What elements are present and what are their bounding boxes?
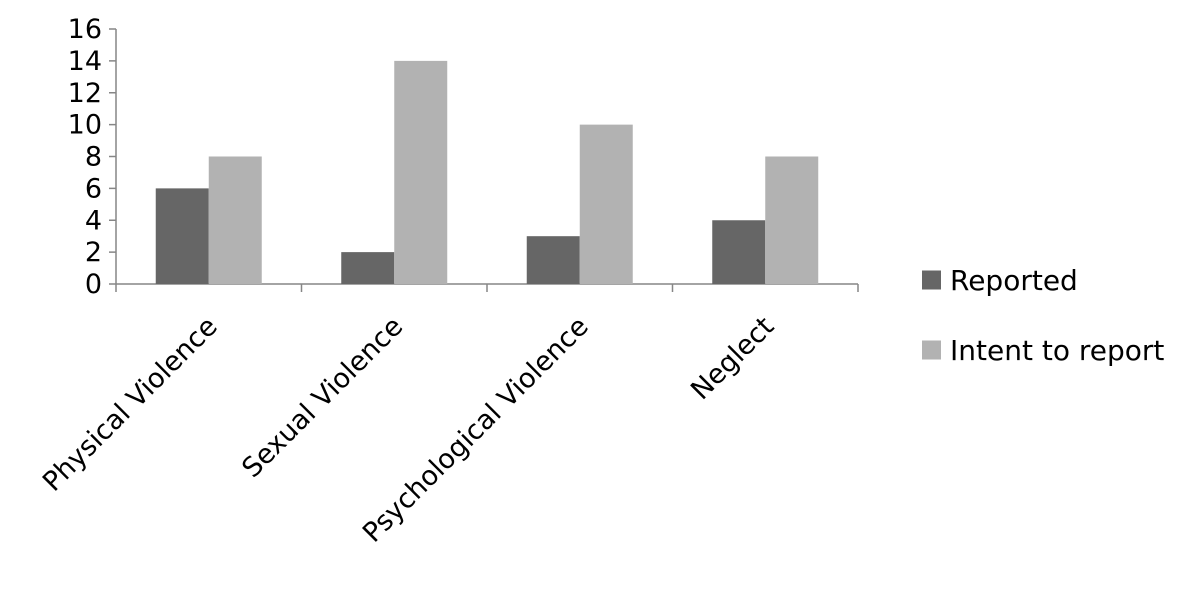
y-tick-label: 16 bbox=[68, 14, 102, 45]
bar-reported-1 bbox=[341, 252, 395, 284]
bar-intent-to-report-3 bbox=[765, 156, 819, 284]
y-tick-label: 6 bbox=[85, 173, 102, 204]
y-tick-label: 0 bbox=[85, 269, 102, 300]
y-tick-label: 2 bbox=[85, 237, 102, 268]
y-tick-label: 14 bbox=[68, 46, 102, 77]
y-tick-label: 10 bbox=[68, 110, 102, 141]
category-label: Physical Violence bbox=[37, 311, 224, 498]
x-axis bbox=[115, 283, 859, 292]
bar-reported-2 bbox=[526, 236, 580, 284]
legend: Reported Intent to report bbox=[922, 264, 1164, 367]
y-tick-label: 8 bbox=[85, 142, 102, 173]
bar-intent-to-report-2 bbox=[579, 124, 633, 284]
bar-intent-to-report-1 bbox=[394, 60, 448, 284]
y-tick-label: 12 bbox=[68, 78, 102, 109]
bar-intent-to-report-0 bbox=[208, 156, 262, 284]
legend-label-reported: Reported bbox=[950, 264, 1078, 297]
legend-label-intent-to-report: Intent to report bbox=[950, 334, 1164, 367]
bar-reported-0 bbox=[155, 188, 209, 284]
bars bbox=[155, 60, 819, 284]
y-tick-label: 4 bbox=[85, 205, 102, 236]
legend-swatch-reported bbox=[922, 270, 941, 290]
category-label: Neglect bbox=[685, 311, 780, 406]
bar-reported-3 bbox=[712, 220, 766, 284]
category-label: Sexual Violence bbox=[236, 311, 409, 484]
category-labels: Physical Violence Sexual ViolencePsycholo… bbox=[37, 311, 780, 549]
legend-swatch-intent-to-report bbox=[922, 340, 941, 360]
